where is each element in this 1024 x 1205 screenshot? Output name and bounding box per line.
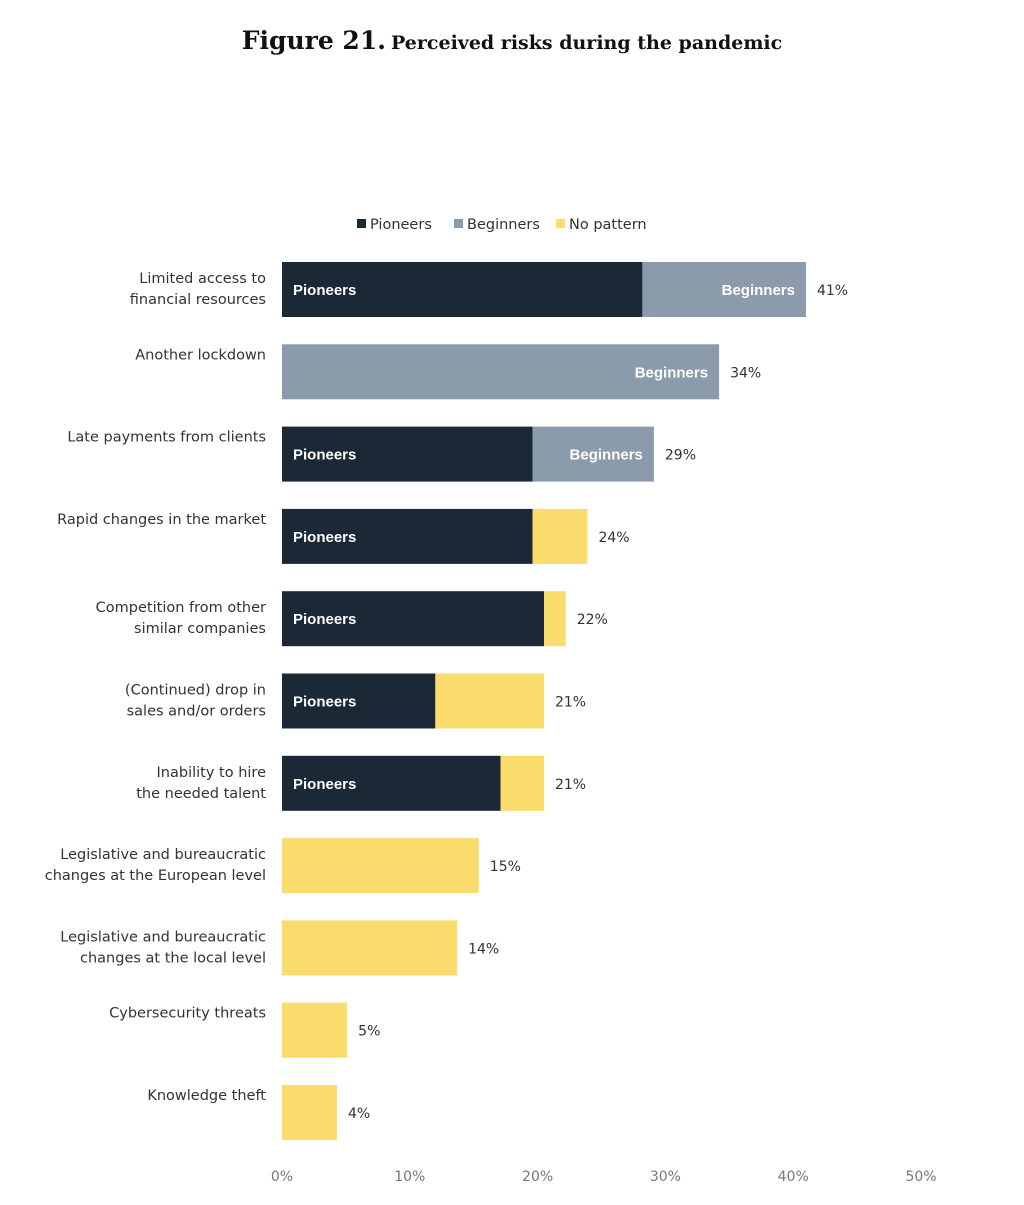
bar-inline-label: Pioneers — [293, 529, 356, 546]
bar-segment-no-pattern — [532, 508, 588, 564]
bar-total-label: 21% — [555, 695, 586, 711]
chart-title: Figure 21. Perceived risks during the pa… — [0, 26, 1024, 55]
bar-segment-pioneers — [282, 591, 544, 647]
bar-inline-label: Beginners — [722, 282, 795, 299]
category-label: Knowledge theft — [147, 1088, 266, 1104]
bar-total-label: 4% — [348, 1106, 370, 1122]
category-label-line: (Continued) drop in — [125, 683, 266, 699]
x-axis-tick-label: 20% — [522, 1169, 553, 1185]
category-label: Limited access to financial resources — [130, 271, 266, 308]
bar-total-label: 34% — [730, 365, 761, 381]
category-label-line: similar companies — [134, 621, 266, 637]
category-label-line: Limited access to — [139, 271, 266, 287]
x-axis-tick-label: 30% — [650, 1169, 681, 1185]
legend-swatch-pioneers — [357, 219, 366, 228]
bar-inline-label: Pioneers — [293, 611, 356, 628]
category-label-line: sales and/or orders — [127, 704, 266, 720]
category-label-line: Legislative and bureaucratic — [60, 847, 266, 863]
x-axis-tick-label: 40% — [778, 1169, 809, 1185]
figure-number: Figure 21. — [241, 26, 386, 55]
bar-segment-no-pattern — [282, 838, 479, 894]
bar-segment-no-pattern — [282, 1085, 337, 1140]
bar-total-label: 29% — [665, 448, 696, 464]
category-label: Late payments from clients — [67, 430, 266, 446]
bar-inline-label: Pioneers — [293, 447, 356, 464]
bar-segment-no-pattern — [282, 1002, 348, 1058]
bar-total-label: 22% — [577, 612, 608, 628]
bar-segment-beginners — [532, 426, 654, 482]
bar-total-label: 15% — [490, 859, 521, 875]
bar-inline-label: Pioneers — [293, 282, 356, 299]
bar-total-label: 21% — [555, 777, 586, 793]
legend-swatch-beginners — [454, 219, 463, 228]
legend-swatch-no-pattern — [556, 219, 565, 228]
bar-total-label: 41% — [817, 283, 848, 299]
bar-segment-pioneers — [282, 426, 533, 482]
category-label: Rapid changes in the market — [57, 512, 266, 528]
category-label-line: Competition from other — [96, 600, 266, 616]
legend-label-pioneers: Pioneers — [370, 217, 432, 233]
category-label: Another lockdown — [135, 347, 266, 363]
bar-segment-beginners — [282, 344, 720, 400]
bar-segment-pioneers — [282, 262, 643, 317]
bar-inline-label: Beginners — [570, 447, 643, 464]
bar-segment-no-pattern — [282, 920, 458, 976]
bar-segment-no-pattern — [435, 673, 544, 729]
category-label: Cybersecurity threats — [109, 1006, 266, 1022]
bar-total-label: 14% — [468, 941, 499, 957]
legend-label-no-pattern: No pattern — [569, 217, 647, 233]
category-label-line: changes at the European level — [45, 868, 266, 884]
bar-inline-label: Pioneers — [293, 776, 356, 793]
bar-total-label: 5% — [358, 1024, 380, 1040]
category-label: Legislative and bureaucratic changes at t… — [45, 847, 266, 884]
bar-inline-label: Beginners — [635, 364, 708, 381]
bar-segment-pioneers — [282, 755, 501, 811]
x-axis-tick-label: 0% — [271, 1169, 293, 1185]
bar-segment-pioneers — [282, 673, 436, 729]
bar-total-label: 24% — [598, 530, 629, 546]
legend-label-beginners: Beginners — [467, 217, 540, 233]
bar-inline-label: Pioneers — [293, 694, 356, 711]
category-label: Inability to hire the needed talent — [136, 765, 266, 802]
figure-subtitle: Perceived risks during the pandemic — [391, 32, 783, 54]
bar-segment-no-pattern — [500, 755, 544, 811]
category-label: Legislative and bureaucratic changes at t… — [60, 929, 266, 966]
category-label: Competition from other similar companies — [96, 600, 266, 637]
x-axis-tick-label: 10% — [394, 1169, 425, 1185]
category-label-line: Legislative and bureaucratic — [60, 929, 266, 945]
category-label: (Continued) drop in sales and/or orders — [125, 683, 266, 720]
category-label-line: Inability to hire — [157, 765, 267, 781]
category-label-line: financial resources — [130, 292, 266, 308]
category-label-line: changes at the local level — [80, 950, 266, 966]
category-label-line: the needed talent — [136, 786, 266, 802]
bar-segment-pioneers — [282, 508, 533, 564]
bar-segment-beginners — [642, 262, 806, 317]
bar-segment-no-pattern — [543, 591, 566, 647]
x-axis-tick-label: 50% — [905, 1169, 936, 1185]
